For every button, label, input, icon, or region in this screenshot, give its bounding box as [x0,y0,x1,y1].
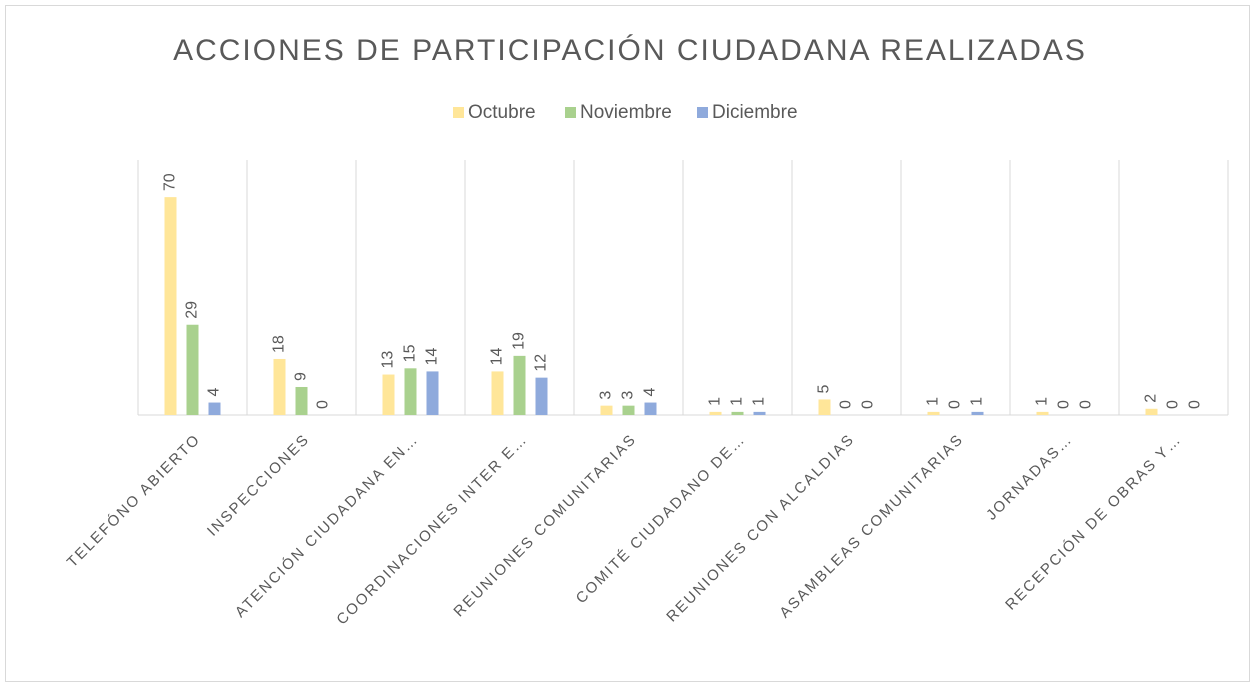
bar [600,405,613,415]
bar [208,402,221,415]
data-label: 29 [184,301,201,319]
data-label: 0 [1056,400,1073,409]
data-label: 3 [598,391,615,400]
data-label: 1 [729,397,746,406]
data-label: 19 [511,332,528,350]
bar [535,377,548,415]
bar [273,358,286,415]
bar [404,368,417,415]
data-label: 0 [1078,400,1095,409]
data-label: 1 [1034,397,1051,406]
data-label: 13 [380,351,397,369]
data-label: 1 [925,397,942,406]
data-label: 18 [271,335,288,353]
data-label: 0 [860,400,877,409]
bar [186,324,199,415]
data-label: 5 [816,384,833,393]
data-label: 3 [620,391,637,400]
legend-swatch [565,107,576,118]
legend-label: Noviembre [580,102,672,123]
data-label: 1 [969,397,986,406]
data-label: 4 [642,388,659,397]
bar [513,355,526,415]
data-label: 0 [315,400,332,409]
data-label: 2 [1143,394,1160,403]
bar [731,411,744,415]
bar [622,405,635,415]
data-label: 1 [751,397,768,406]
bar [491,371,504,415]
legend-swatch [697,107,708,118]
bar [295,386,308,415]
data-label: 14 [424,348,441,366]
bar [927,411,940,415]
data-label: 1 [707,397,724,406]
chart-border [5,5,1250,682]
bar [164,197,177,415]
data-label: 15 [402,344,419,362]
bar [426,371,439,415]
data-label: 12 [533,354,550,372]
data-label: 4 [206,388,223,397]
data-label: 0 [947,400,964,409]
bar [753,411,766,415]
data-label: 0 [1187,400,1204,409]
bar [382,374,395,415]
bar [971,411,984,415]
data-label: 9 [293,372,310,381]
data-label: 70 [162,173,179,191]
data-label: 0 [1165,400,1182,409]
chart-title: ACCIONES DE PARTICIPACIÓN CIUDADANA REAL… [173,34,1087,67]
bar [1145,408,1158,415]
bar [644,402,657,415]
legend-label: Octubre [468,102,536,123]
legend-label: Diciembre [712,102,798,123]
legend-swatch [453,107,464,118]
bar [1036,411,1049,415]
data-label: 0 [838,400,855,409]
data-label: 14 [489,348,506,366]
bar [709,411,722,415]
bar [818,399,831,415]
